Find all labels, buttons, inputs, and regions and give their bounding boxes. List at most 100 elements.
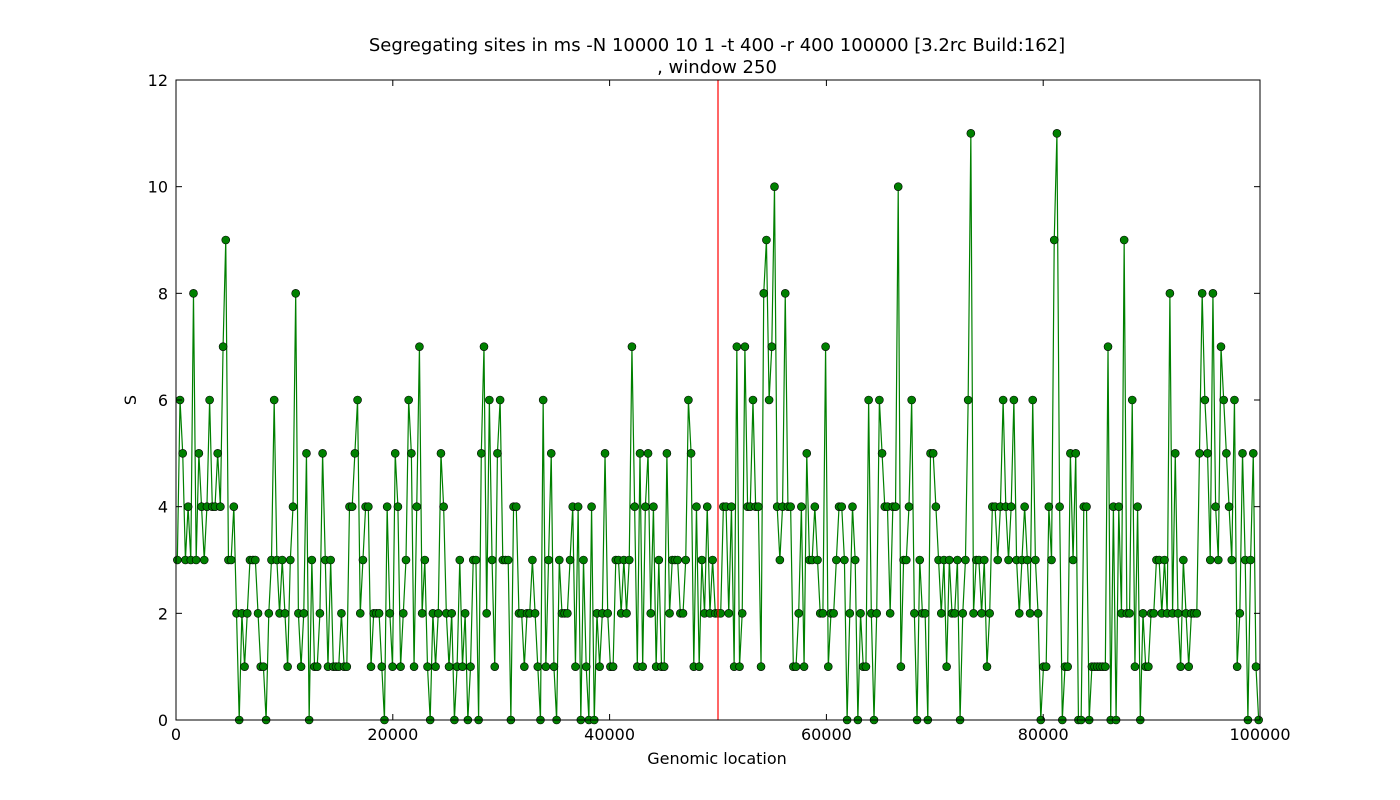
data-point (466, 662, 475, 671)
data-point (1149, 609, 1159, 618)
data-point (649, 502, 658, 511)
data-point (727, 502, 736, 511)
data-point (1130, 662, 1140, 671)
data-point (579, 555, 588, 565)
x-tick-label: 20000 (367, 725, 418, 744)
data-point (490, 662, 500, 671)
data-point (1173, 609, 1183, 618)
data-point (732, 342, 742, 351)
data-point (1055, 502, 1064, 511)
data-point (382, 502, 392, 511)
data-point (199, 555, 209, 565)
data-point (993, 555, 1003, 565)
y-tick-label: 12 (148, 71, 168, 90)
data-point (829, 609, 838, 618)
data-point (953, 555, 962, 565)
data-point (797, 502, 806, 511)
data-point (390, 449, 400, 458)
data-point (412, 502, 422, 511)
data-point (1208, 289, 1218, 298)
data-point (775, 555, 785, 565)
data-point (277, 555, 287, 565)
data-point (963, 395, 973, 405)
data-point (767, 342, 777, 351)
data-point (296, 662, 306, 671)
data-point (810, 502, 820, 511)
data-point (641, 502, 650, 511)
data-point (1068, 555, 1078, 565)
data-point (966, 129, 976, 138)
data-point (520, 662, 529, 671)
data-point (969, 609, 978, 618)
data-point (420, 555, 430, 565)
data-point (183, 502, 193, 511)
y-tick-label: 10 (148, 178, 168, 197)
data-point (291, 289, 301, 298)
data-point (355, 609, 365, 618)
data-point (928, 449, 938, 458)
data-point (251, 555, 260, 565)
data-point (942, 662, 951, 671)
data-point (681, 555, 691, 565)
data-point (315, 609, 325, 618)
data-point (417, 609, 427, 618)
data-point (1246, 555, 1255, 565)
data-point (1014, 609, 1024, 618)
data-point (581, 662, 591, 671)
data-point (1071, 449, 1081, 458)
data-point (401, 555, 411, 565)
data-point (487, 555, 497, 565)
data-point (242, 609, 252, 618)
data-point (476, 449, 486, 458)
data-point (1197, 289, 1207, 298)
data-point (423, 662, 432, 671)
data-point (530, 609, 540, 618)
data-point (549, 662, 559, 671)
data-point (875, 395, 884, 405)
data-point (823, 662, 833, 671)
data-point (686, 449, 696, 458)
data-point (409, 662, 419, 671)
data-point (173, 555, 182, 565)
data-point (571, 662, 580, 671)
data-point (1230, 395, 1239, 405)
data-point (1144, 662, 1153, 671)
data-point (708, 555, 717, 565)
data-point (1020, 502, 1029, 511)
data-point (433, 609, 443, 618)
data-point (1006, 502, 1016, 511)
data-point (1125, 609, 1134, 618)
data-point (872, 609, 882, 618)
data-point (280, 609, 290, 618)
data-point (920, 609, 930, 618)
data-point (856, 609, 865, 618)
data-point (1248, 449, 1258, 458)
data-point (431, 662, 440, 671)
data-point (1025, 609, 1035, 618)
data-point (191, 555, 201, 565)
data-point (374, 609, 384, 618)
data-point (694, 662, 704, 671)
data-point (1044, 502, 1054, 511)
data-point (979, 555, 989, 565)
data-point (1227, 555, 1237, 565)
data-point (1165, 289, 1175, 298)
data-point (1133, 502, 1142, 511)
data-point (646, 609, 656, 618)
data-point (1004, 555, 1013, 565)
data-point (1251, 662, 1261, 671)
data-point (904, 502, 914, 511)
data-point (482, 609, 491, 618)
data-point (950, 609, 960, 618)
data-point (538, 395, 548, 405)
data-point (1160, 555, 1169, 565)
data-point (764, 395, 774, 405)
data-point (977, 609, 986, 618)
data-point (635, 449, 645, 458)
data-point (1082, 502, 1091, 511)
data-point (1114, 502, 1124, 511)
x-tick-label: 60000 (801, 725, 852, 744)
data-point (1138, 609, 1148, 618)
data-point (630, 502, 639, 511)
data-point (259, 662, 268, 671)
